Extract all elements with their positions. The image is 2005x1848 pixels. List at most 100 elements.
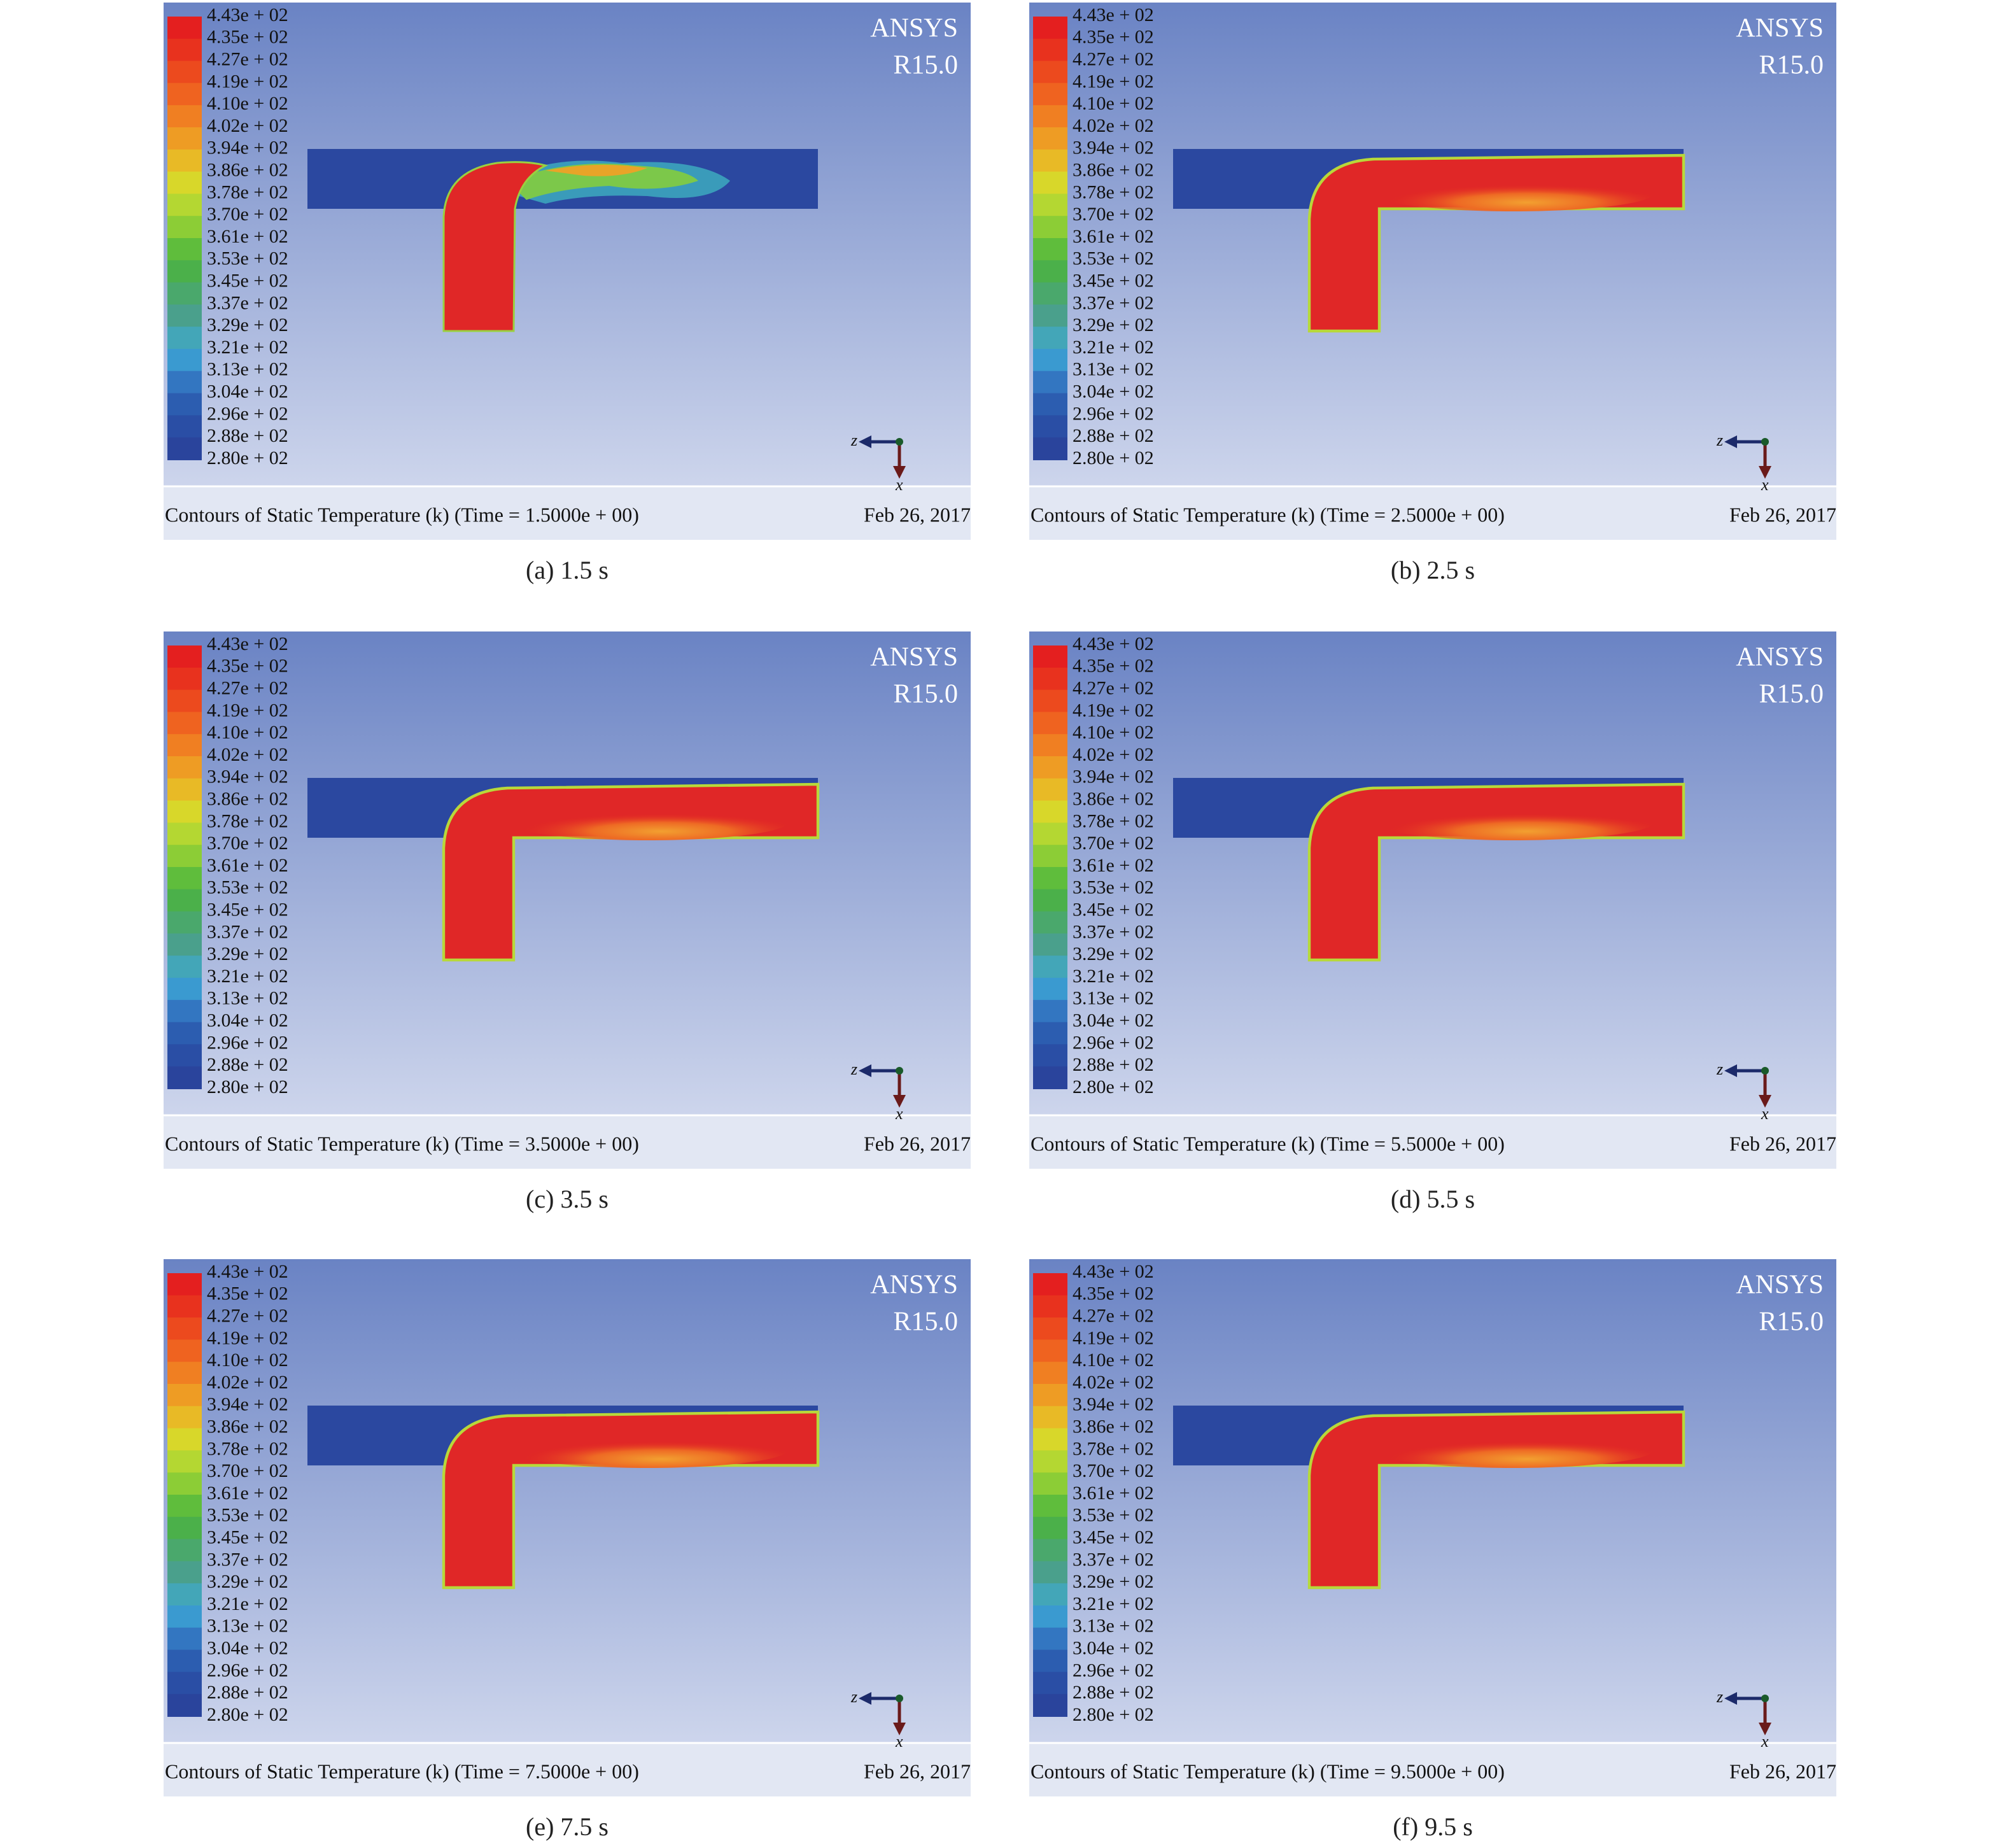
background [1029,631,1836,1115]
legend-label: 3.29e + 02 [1073,1571,1154,1592]
legend-label: 3.04e + 02 [1073,1637,1154,1658]
legend-label: 3.29e + 02 [207,1571,288,1592]
legend-band [1033,194,1067,217]
legend-label: 3.61e + 02 [207,855,288,876]
legend-label: 3.29e + 02 [207,314,288,335]
legend-band [167,778,202,801]
version: R15.0 [1759,680,1824,709]
legend-label: 4.02e + 02 [207,1372,288,1393]
legend-label: 4.35e + 02 [207,656,288,677]
legend-band [167,800,202,824]
legend-band [167,1672,202,1695]
background [1029,1259,1836,1743]
legend-label: 4.10e + 02 [1073,1350,1154,1371]
legend-band [1033,370,1067,394]
legend-label: 3.86e + 02 [207,788,288,809]
legend-band [1033,171,1067,195]
legend-band [1033,1495,1067,1518]
legend-band [1033,149,1067,173]
legend-label: 3.70e + 02 [1073,1460,1154,1481]
version: R15.0 [893,680,958,709]
legend-band [167,1428,202,1451]
legend-label: 3.78e + 02 [207,1438,288,1459]
legend-band [167,260,202,283]
legend-band [1033,38,1067,62]
version: R15.0 [1759,1308,1824,1337]
legend-band [167,911,202,935]
legend-label: 3.21e + 02 [1073,1593,1154,1614]
legend-band [167,956,202,978]
legend-label: 4.19e + 02 [207,700,288,721]
legend-band [167,1627,202,1651]
legend-label: 3.78e + 02 [1073,1438,1154,1459]
legend-label: 3.21e + 02 [207,966,288,987]
legend-band [167,1649,202,1673]
brand: ANSYS [870,14,958,43]
legend-band [167,437,202,460]
legend-label: 3.13e + 02 [207,359,288,380]
legend-band [1033,800,1067,824]
legend-label: 4.27e + 02 [207,1305,288,1326]
legend-label: 4.27e + 02 [1073,677,1154,698]
version: R15.0 [1759,51,1824,80]
axis-z-label: z [850,1060,857,1078]
legend-band [1033,734,1067,757]
legend-band [167,349,202,372]
contour-panel: 4.43e + 024.35e + 024.27e + 024.19e + 02… [164,631,971,1169]
footer-date: Feb 26, 2017 [1729,1132,1836,1155]
legend-label: 4.19e + 02 [207,71,288,92]
legend-label: 2.88e + 02 [207,1682,288,1703]
warm-zone [507,1432,787,1468]
legend-label: 2.80e + 02 [1073,1704,1154,1725]
legend-band [1033,349,1067,372]
legend-label: 3.86e + 02 [207,159,288,180]
legend-band [1033,689,1067,713]
legend-label: 3.37e + 02 [1073,921,1154,942]
legend-label: 4.02e + 02 [1073,115,1154,136]
legend-label: 3.37e + 02 [207,921,288,942]
contour-panel: 4.43e + 024.35e + 024.27e + 024.19e + 02… [164,3,971,540]
legend-label: 3.61e + 02 [207,1483,288,1504]
legend-label: 3.29e + 02 [1073,943,1154,964]
brand: ANSYS [870,643,958,672]
legend-band [1033,83,1067,106]
legend-band [1033,667,1067,691]
legend-band [1033,845,1067,868]
legend-label: 3.04e + 02 [207,1637,288,1658]
legend-band [167,60,202,84]
legend-label: 3.53e + 02 [207,877,288,898]
legend-label: 3.61e + 02 [1073,226,1154,247]
brand: ANSYS [1736,14,1824,43]
legend-label: 4.43e + 02 [1073,633,1154,654]
warm-zone [1373,805,1653,840]
footer-title: Contours of Static Temperature (k) (Time… [165,1760,639,1782]
legend-band [1033,1561,1067,1584]
axis-z-head [859,435,871,448]
axis-origin [1761,1695,1769,1702]
legend-band [167,978,202,1001]
legend-band [167,1450,202,1474]
legend-band [1033,238,1067,261]
legend-band [167,127,202,150]
axis-z-label: z [850,1688,857,1706]
legend-label: 4.43e + 02 [207,633,288,654]
axis-x-head [893,1095,906,1108]
jet [442,161,549,332]
legend-label: 4.43e + 02 [1073,4,1154,25]
brand: ANSYS [1736,1271,1824,1300]
legend-band [167,327,202,349]
legend-label: 3.37e + 02 [1073,292,1154,313]
legend-label: 3.13e + 02 [207,988,288,1009]
legend-band [1033,889,1067,912]
legend-label: 2.96e + 02 [1073,403,1154,424]
legend-band [1033,105,1067,128]
legend-label: 3.78e + 02 [1073,181,1154,202]
footer-title: Contours of Static Temperature (k) (Time… [1031,503,1505,526]
footer-date: Feb 26, 2017 [1729,503,1836,526]
brand: ANSYS [870,1271,958,1300]
legend-label: 3.61e + 02 [1073,855,1154,876]
footer-date: Feb 26, 2017 [864,1760,971,1782]
legend-label: 3.45e + 02 [207,899,288,920]
legend-label: 3.37e + 02 [207,292,288,313]
legend-label: 3.70e + 02 [207,1460,288,1481]
